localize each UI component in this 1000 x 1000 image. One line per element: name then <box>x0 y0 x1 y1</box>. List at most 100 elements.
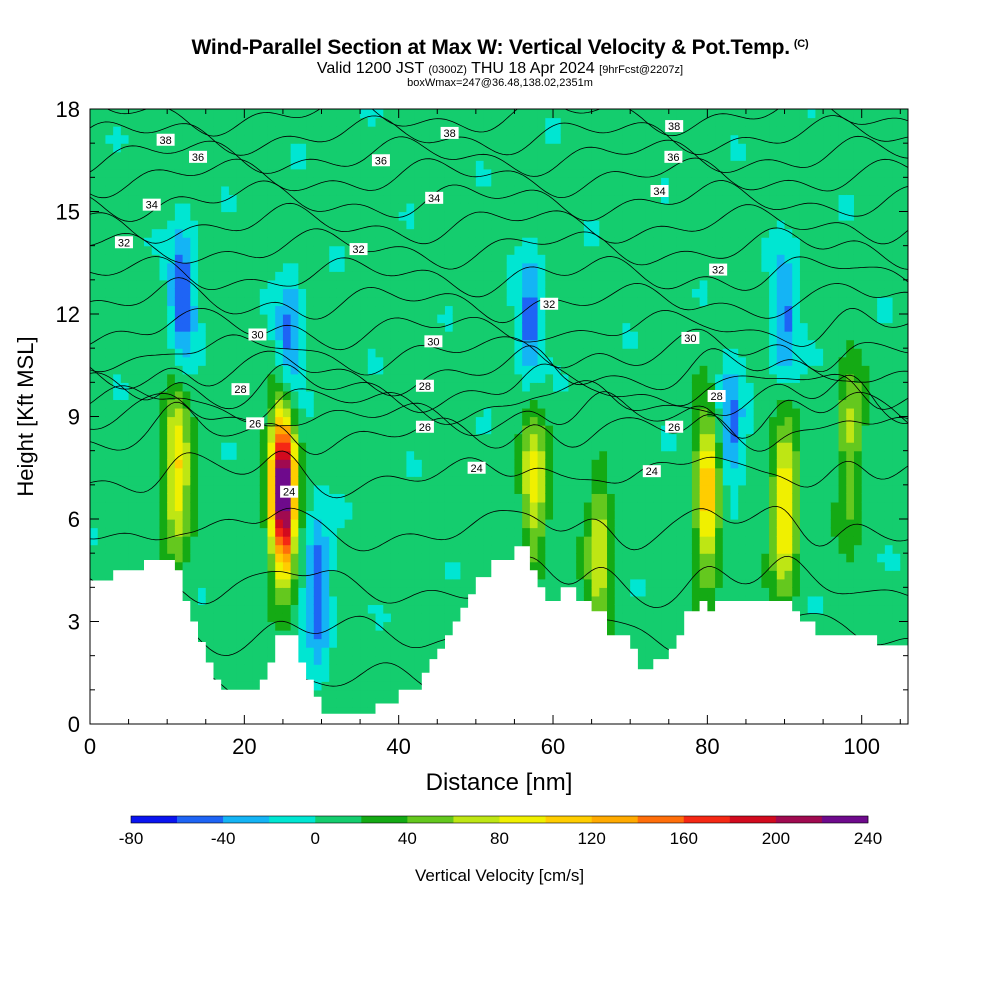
velocity-cell <box>444 305 454 315</box>
velocity-cell <box>576 544 585 554</box>
velocity-cell <box>329 706 338 717</box>
velocity-cell <box>213 476 222 486</box>
velocity-cell <box>499 211 508 221</box>
velocity-cell <box>568 237 577 247</box>
velocity-cell <box>205 442 215 452</box>
velocity-cell <box>367 314 377 324</box>
velocity-cell <box>252 647 261 657</box>
velocity-cell <box>113 407 122 418</box>
velocity-cell <box>290 407 299 418</box>
velocity-cell <box>506 151 516 161</box>
velocity-cell <box>468 322 477 332</box>
velocity-cell <box>151 262 161 272</box>
velocity-cell <box>360 288 369 298</box>
velocity-cell <box>591 365 600 375</box>
velocity-cell <box>213 561 222 571</box>
velocity-cell <box>236 390 245 401</box>
velocity-cell <box>522 245 531 255</box>
velocity-cell <box>576 126 585 136</box>
velocity-cell <box>452 442 462 452</box>
velocity-cell <box>452 331 462 341</box>
velocity-cell <box>282 202 292 213</box>
velocity-cell <box>614 365 624 375</box>
velocity-cell <box>514 373 523 383</box>
velocity-cell <box>236 467 245 477</box>
velocity-cell <box>468 527 477 537</box>
velocity-cell <box>483 220 492 230</box>
velocity-cell <box>491 433 500 443</box>
velocity-cell <box>244 228 253 238</box>
velocity-cell <box>553 587 562 597</box>
velocity-cell <box>444 587 454 597</box>
velocity-cell <box>537 185 546 196</box>
velocity-cell <box>406 220 415 230</box>
velocity-cell <box>290 151 299 161</box>
velocity-cell <box>360 220 369 230</box>
velocity-cell <box>398 305 407 315</box>
velocity-cell <box>221 245 230 255</box>
velocity-cell <box>560 185 570 196</box>
velocity-cell <box>275 570 284 580</box>
velocity-cell <box>383 322 392 332</box>
velocity-cell <box>383 638 392 648</box>
velocity-cell <box>583 143 593 153</box>
velocity-cell <box>406 544 415 554</box>
velocity-cell <box>483 561 492 571</box>
velocity-cell <box>514 450 523 460</box>
velocity-cell <box>198 407 207 418</box>
velocity-cell <box>375 553 384 563</box>
velocity-cell <box>144 117 153 127</box>
velocity-cell <box>398 433 407 443</box>
velocity-cell <box>421 365 431 375</box>
velocity-cell <box>174 126 184 136</box>
velocity-cell <box>607 305 616 315</box>
velocity-cell <box>383 493 392 503</box>
velocity-cell <box>483 202 492 213</box>
velocity-cell <box>344 672 353 682</box>
velocity-cell <box>298 519 307 529</box>
velocity-cell <box>182 160 191 170</box>
velocity-cell <box>614 245 624 255</box>
velocity-cell <box>329 160 338 170</box>
velocity-cell <box>336 450 346 460</box>
velocity-cell <box>614 160 624 170</box>
velocity-cell <box>97 348 107 358</box>
velocity-cell <box>321 109 330 119</box>
velocity-cell <box>244 578 253 588</box>
velocity-cell <box>514 296 523 307</box>
velocity-cell <box>529 425 539 435</box>
velocity-cell <box>390 681 400 691</box>
velocity-cell <box>421 220 431 230</box>
velocity-cell <box>282 177 292 187</box>
velocity-cell <box>452 271 462 281</box>
velocity-cell <box>221 126 230 136</box>
velocity-cell <box>614 177 624 187</box>
velocity-cell <box>306 647 315 657</box>
velocity-cell <box>275 476 284 486</box>
velocity-cell <box>120 331 130 341</box>
velocity-cell <box>614 288 624 298</box>
velocity-cell <box>290 117 299 127</box>
velocity-cell <box>367 476 377 486</box>
velocity-cell <box>468 544 477 554</box>
velocity-cell <box>90 493 99 503</box>
velocity-cell <box>90 407 99 418</box>
velocity-cell <box>460 595 469 606</box>
velocity-cell <box>390 126 400 136</box>
velocity-cell <box>221 561 230 571</box>
velocity-cell <box>190 493 199 503</box>
velocity-cell <box>553 425 562 435</box>
velocity-cell <box>275 399 284 409</box>
velocity-cell <box>406 570 415 580</box>
velocity-cell <box>144 544 153 554</box>
velocity-cell <box>97 425 107 435</box>
velocity-cell <box>398 262 407 272</box>
velocity-cell <box>560 425 570 435</box>
velocity-cell <box>236 151 245 161</box>
velocity-cell <box>375 314 384 324</box>
velocity-cell <box>452 160 462 170</box>
velocity-cell <box>113 553 122 563</box>
velocity-cell <box>607 211 616 221</box>
velocity-cell <box>444 185 454 196</box>
velocity-cell <box>329 476 338 486</box>
